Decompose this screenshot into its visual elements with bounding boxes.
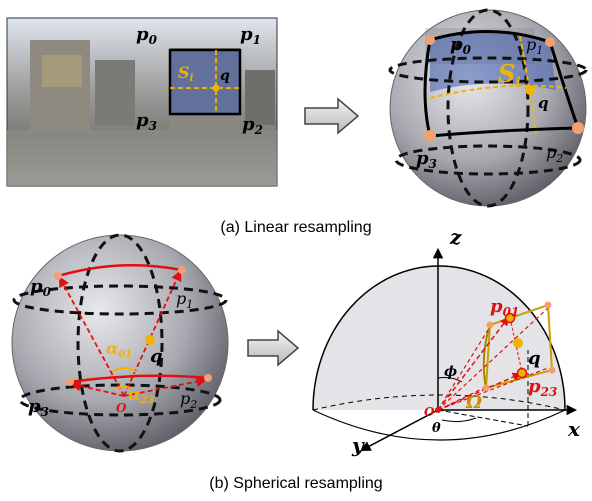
- svg-text:p3: p3: [28, 396, 49, 419]
- svg-text:O: O: [424, 405, 435, 419]
- svg-text:p2: p2: [242, 114, 263, 137]
- sphere-a-labels: p0 p1 p2 p3 Si q: [416, 34, 563, 171]
- svg-text:q: q: [150, 346, 163, 367]
- svg-text:Si: Si: [498, 59, 521, 91]
- svg-text:p1: p1: [240, 24, 261, 47]
- svg-text:p0: p0: [30, 276, 52, 299]
- sphere-b-labels: p0 p1 p2 p3 α01 α23 q O: [28, 276, 197, 419]
- svg-text:Ω: Ω: [465, 392, 482, 413]
- svg-text:p2: p2: [546, 143, 563, 165]
- svg-text:p01: p01: [490, 296, 519, 319]
- svg-text:z: z: [449, 225, 462, 249]
- svg-text:q: q: [528, 348, 541, 369]
- svg-text:O: O: [116, 401, 127, 415]
- svg-text:q: q: [220, 68, 230, 84]
- panorama-labels: p0 p1 p2 p3 Si q: [136, 24, 263, 137]
- arrow-a: [304, 97, 360, 135]
- arrow-b: [247, 329, 300, 367]
- svg-text:p1: p1: [176, 289, 193, 311]
- sphere-a: [388, 8, 588, 208]
- svg-text:q: q: [538, 94, 549, 112]
- svg-text:θ: θ: [432, 421, 441, 436]
- panorama-image: [6, 17, 278, 187]
- svg-text:α01: α01: [106, 339, 132, 360]
- svg-text:x: x: [567, 417, 581, 441]
- svg-text:y: y: [351, 433, 365, 457]
- svg-text:p2: p2: [180, 389, 197, 411]
- svg-text:p0: p0: [136, 24, 158, 47]
- svg-text:ϕ: ϕ: [444, 364, 457, 380]
- sphere-b: [11, 233, 229, 453]
- caption-b: (b) Spherical resampling: [209, 475, 382, 492]
- svg-text:α23: α23: [128, 385, 154, 406]
- svg-text:p3: p3: [416, 148, 437, 171]
- hemisphere-labels: z x y O ϕ θ Ω p01 p23 q: [351, 225, 581, 457]
- svg-text:Si: Si: [178, 63, 194, 84]
- svg-text:p3: p3: [136, 110, 157, 133]
- svg-text:p23: p23: [528, 376, 557, 399]
- hemisphere: [312, 247, 578, 451]
- svg-text:p0: p0: [450, 34, 472, 57]
- caption-a: (a) Linear resampling: [220, 219, 371, 236]
- svg-text:p1: p1: [526, 35, 543, 57]
